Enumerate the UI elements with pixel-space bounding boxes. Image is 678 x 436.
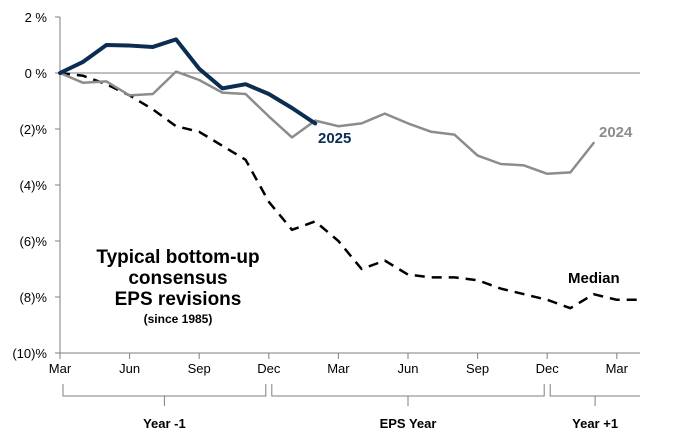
- y-tick-label: (4)%: [20, 178, 48, 193]
- y-tick-label: (10)%: [12, 346, 47, 361]
- annotation-subline: (since 1985): [144, 312, 213, 326]
- period-group-label: Year -1: [143, 416, 186, 431]
- series-label-2025: 2025: [318, 130, 351, 147]
- x-tick-label: Mar: [327, 361, 350, 376]
- x-tick-label: Jun: [398, 361, 419, 376]
- x-tick-label: Dec: [536, 361, 560, 376]
- x-tick-label: Sep: [466, 361, 489, 376]
- series-line-median: [59, 71, 640, 310]
- y-tick-label: 0 %: [25, 66, 48, 81]
- period-group-label: Year +1: [572, 416, 618, 431]
- series-label-2024: 2024: [599, 124, 633, 141]
- x-tick-label: Jun: [119, 361, 140, 376]
- period-bracket: [549, 384, 640, 397]
- y-tick-label: 2 %: [25, 10, 48, 25]
- x-tick-label: Sep: [188, 361, 211, 376]
- y-tick-label: (6)%: [20, 234, 48, 249]
- period-bracket: [62, 384, 267, 397]
- annotation-line-2: consensus: [128, 268, 227, 289]
- series-line-2025: [58, 37, 318, 126]
- annotation-line-1: Typical bottom-up: [96, 247, 259, 268]
- period-group-label: EPS Year: [380, 416, 437, 431]
- series-lines: [58, 37, 640, 310]
- annotation-line-3: EPS revisions: [115, 289, 242, 310]
- x-tick-label: Mar: [49, 361, 72, 376]
- x-tick-label: Dec: [257, 361, 281, 376]
- y-axis-ticks: 2 % 0 % (2)% (4)% (6)% (8)% (10)%: [12, 10, 60, 361]
- period-groups: Year -1 EPS Year Year +1: [62, 384, 640, 431]
- series-line-2024: [58, 70, 595, 176]
- series-label-median: Median: [568, 270, 620, 287]
- period-bracket: [271, 384, 545, 397]
- y-tick-label: (8)%: [20, 290, 48, 305]
- y-tick-label: (2)%: [20, 122, 48, 137]
- x-tick-label: Mar: [606, 361, 629, 376]
- x-axis-ticks: Mar Jun Sep Dec Mar Jun Sep Dec Mar: [49, 353, 629, 376]
